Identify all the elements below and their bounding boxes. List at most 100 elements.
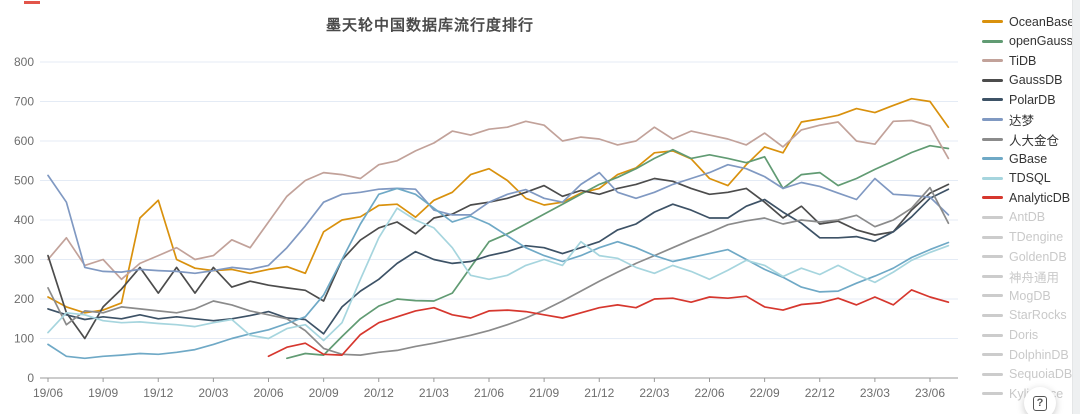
legend-swatch xyxy=(982,98,1003,102)
scrollbar-track[interactable] xyxy=(1072,0,1080,414)
series-line-人大金仓 xyxy=(47,186,950,356)
x-axis-label: 19/12 xyxy=(143,386,173,400)
x-axis-label: 21/12 xyxy=(584,386,614,400)
x-axis-label: 19/06 xyxy=(33,386,63,400)
legend-label: Doris xyxy=(1009,328,1039,342)
legend-item-TiDB[interactable]: TiDB xyxy=(982,53,1074,68)
series-line-openGauss xyxy=(286,144,950,360)
legend-item-AntDB[interactable]: AntDB xyxy=(982,210,1074,225)
chart-title: 墨天轮中国数据库流行度排行 xyxy=(325,17,534,34)
chart-legend: OceanBase openGauss TiDB GaussDB PolarDB 达梦人大… xyxy=(982,14,1075,401)
y-axis-label: 700 xyxy=(14,95,34,109)
legend-item-PolarDB[interactable]: PolarDB xyxy=(982,92,1074,107)
line-chart-canvas: 0 100 200 300 400 500 600 700 800 19/06 19/09 19/12… xyxy=(14,55,958,400)
legend-label: DolphinDB xyxy=(1009,347,1069,362)
series-line-AnalyticDB xyxy=(267,289,950,358)
legend-item-OceanBase[interactable]: OceanBase xyxy=(982,14,1075,29)
legend-swatch xyxy=(982,235,1003,239)
legend-swatch xyxy=(982,313,1003,317)
legend-item-SequoiaDB[interactable]: SequoiaDB xyxy=(982,367,1074,382)
series-line-达梦 xyxy=(47,163,950,275)
legend-item-AnalyticDB[interactable]: AnalyticDB xyxy=(982,190,1074,205)
legend-item-GaussDB[interactable]: GaussDB xyxy=(982,73,1074,88)
legend-swatch xyxy=(982,137,1003,141)
x-axis-label: 22/03 xyxy=(639,386,669,400)
legend-label: StarRocks xyxy=(1009,308,1067,323)
x-axis-label: 20/12 xyxy=(364,386,394,400)
legend-swatch xyxy=(982,215,1003,219)
legend-label: MogDB xyxy=(1009,288,1051,303)
series-line-GBase xyxy=(47,187,950,360)
x-axis-label: 21/03 xyxy=(419,386,449,400)
legend-label: AntDB xyxy=(1009,210,1046,225)
y-axis-label: 100 xyxy=(14,332,34,346)
legend-swatch xyxy=(982,157,1003,161)
x-axis-label: 22/06 xyxy=(694,386,724,400)
legend-item-Doris[interactable]: Doris xyxy=(982,328,1074,342)
legend-label: TDengine xyxy=(1009,230,1064,245)
y-axis-label: 800 xyxy=(14,55,34,69)
legend-item-神舟通用[interactable]: 神舟通用 xyxy=(982,270,1074,285)
x-axis-label: 20/09 xyxy=(309,386,339,400)
x-axis-label: 22/12 xyxy=(805,386,835,400)
legend-label: PolarDB xyxy=(1009,92,1056,107)
legend-swatch xyxy=(982,59,1003,63)
legend-label: GBase xyxy=(1009,151,1048,166)
y-axis-label: 0 xyxy=(27,371,34,385)
series-line-TiDB xyxy=(47,119,950,281)
legend-item-DolphinDB[interactable]: DolphinDB xyxy=(982,347,1074,362)
x-axis-label: 19/09 xyxy=(88,386,118,400)
legend-label: SequoiaDB xyxy=(1009,367,1073,382)
y-axis-label: 500 xyxy=(14,174,34,188)
legend-label: TDSQL xyxy=(1009,171,1051,186)
red-dash-artifact xyxy=(24,1,40,4)
legend-swatch xyxy=(982,117,1003,121)
legend-swatch xyxy=(982,392,1003,396)
legend-label: 神舟通用 xyxy=(1009,270,1060,285)
x-axis-label: 21/06 xyxy=(474,386,504,400)
x-axis-label: 20/03 xyxy=(198,386,228,400)
legend-item-GBase[interactable]: GBase xyxy=(982,151,1074,166)
legend-label: TiDB xyxy=(1009,53,1037,68)
legend-item-MogDB[interactable]: MogDB xyxy=(982,288,1074,303)
series-line-TDSQL xyxy=(47,207,950,342)
y-axis-label: 400 xyxy=(14,213,34,227)
legend-item-openGauss[interactable]: openGauss xyxy=(982,34,1074,49)
legend-label: 达梦 xyxy=(1009,113,1035,128)
legend-swatch xyxy=(982,196,1003,200)
x-axis-label: 22/09 xyxy=(750,386,780,400)
legend-swatch xyxy=(982,39,1003,43)
y-axis-label: 300 xyxy=(14,253,34,267)
legend-item-TDengine[interactable]: TDengine xyxy=(982,230,1074,245)
help-button[interactable]: ? xyxy=(1024,387,1056,414)
legend-swatch xyxy=(982,333,1003,337)
legend-label: AnalyticDB xyxy=(1009,190,1071,205)
y-axis-label: 200 xyxy=(14,292,34,306)
legend-swatch xyxy=(982,78,1003,82)
x-axis-label: 23/06 xyxy=(915,386,945,400)
legend-item-达梦[interactable]: 达梦 xyxy=(982,113,1074,128)
legend-item-StarRocks[interactable]: StarRocks xyxy=(982,308,1074,323)
legend-swatch xyxy=(982,255,1003,259)
legend-swatch xyxy=(982,294,1003,298)
legend-swatch xyxy=(982,372,1003,376)
x-axis-label: 23/03 xyxy=(860,386,890,400)
legend-item-人大金仓[interactable]: 人大金仓 xyxy=(982,133,1074,148)
legend-label: openGauss xyxy=(1009,34,1073,49)
x-axis-label: 20/06 xyxy=(253,386,283,400)
legend-item-TDSQL[interactable]: TDSQL xyxy=(982,171,1074,186)
y-axis-label: 600 xyxy=(14,134,34,148)
legend-label: GoldenDB xyxy=(1009,249,1067,264)
series-line-OceanBase xyxy=(47,97,950,314)
legend-item-GoldenDB[interactable]: GoldenDB xyxy=(982,249,1074,264)
legend-label: GaussDB xyxy=(1009,73,1063,88)
legend-label: 人大金仓 xyxy=(1009,133,1060,148)
question-icon: ? xyxy=(1032,395,1048,411)
legend-swatch xyxy=(982,176,1003,180)
x-axis-label: 21/09 xyxy=(529,386,559,400)
legend-label: OceanBase xyxy=(1009,14,1075,29)
legend-swatch xyxy=(982,274,1003,278)
legend-swatch xyxy=(982,20,1003,23)
series-line-GaussDB xyxy=(47,177,950,340)
